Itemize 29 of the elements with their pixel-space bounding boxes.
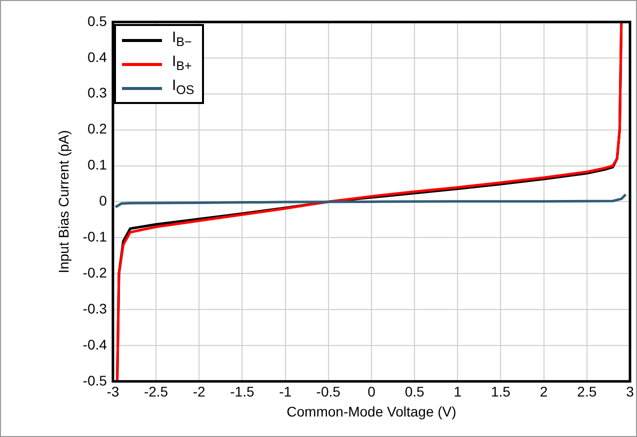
x-tick-label: 0 [368,384,376,400]
x-tick-label: 3 [626,384,634,400]
x-tick-label: -1 [279,384,292,400]
x-tick-label: -2.5 [144,384,168,400]
y-tick-label: 0.2 [87,120,108,137]
legend-label: I$_{B+}$ [172,52,192,75]
y-tick-label: -0.3 [82,300,108,316]
y-tick-label: -0.5 [82,372,108,388]
y-tick-label: 0.5 [87,12,108,29]
x-tick-label: -0.5 [316,384,341,400]
x-tick-label: 1.5 [490,384,511,400]
y-axis-title: Input Bias Current (pA) [55,130,72,274]
x-tick-label: 1 [454,384,462,400]
legend-label: I$_{OS}$ [172,76,194,99]
y-tick-label: 0.4 [87,48,108,65]
x-tick-label: -3 [106,384,120,400]
x-tick-label: -2 [192,384,206,400]
y-tick-label: 0.3 [87,84,108,101]
x-tick-label: 2 [540,384,548,400]
x-tick-label: 2.5 [577,384,597,400]
y-tick-label: 0 [99,192,108,209]
x-axis-title: Common-Mode Voltage (V) [286,403,456,420]
legend-label: I$_{B−}$ [172,28,192,51]
y-tick-label: 0.1 [87,156,108,173]
y-tick-label: -0.1 [82,228,108,244]
x-tick-label: -1.5 [230,384,254,400]
x-tick-label: 0.5 [404,384,424,400]
y-tick-label: -0.4 [82,336,108,352]
y-tick-label: -0.2 [82,264,108,280]
